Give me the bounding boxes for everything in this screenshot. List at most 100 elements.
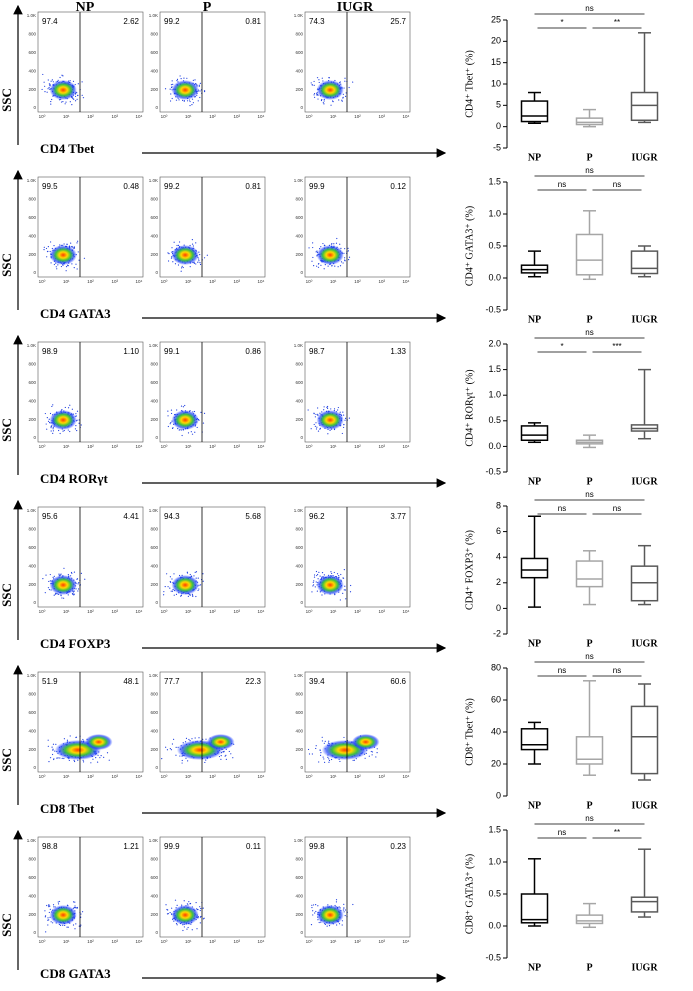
event-dot bbox=[339, 411, 341, 413]
event-dot bbox=[69, 101, 71, 103]
flow-x-tick: 10² bbox=[87, 444, 94, 449]
flow-x-tick: 10¹ bbox=[63, 609, 70, 614]
event-dot bbox=[73, 760, 76, 763]
event-dot bbox=[197, 909, 199, 911]
event-dot bbox=[75, 923, 77, 925]
quadrant-right: 2.62 bbox=[123, 17, 139, 26]
event-dot bbox=[52, 758, 55, 761]
event-dot bbox=[169, 100, 172, 102]
event-dot bbox=[331, 243, 333, 245]
y-tick-label: 60 bbox=[491, 694, 501, 704]
event-dot bbox=[66, 243, 68, 245]
event-dot bbox=[342, 592, 344, 594]
y-axis-label: SSC bbox=[0, 913, 14, 937]
quadrant-left: 99.1 bbox=[164, 347, 180, 356]
event-dot bbox=[311, 753, 313, 755]
event-dot bbox=[51, 98, 53, 101]
event-dot bbox=[78, 419, 80, 421]
event-dot bbox=[81, 94, 83, 96]
flow-x-tick: 10¹ bbox=[63, 279, 70, 284]
quadrant-left: 99.8 bbox=[309, 842, 325, 851]
flow-x-tick: 10⁰ bbox=[306, 939, 313, 944]
event-dot bbox=[46, 904, 48, 907]
x-tick-label: NP bbox=[528, 638, 541, 649]
event-dot bbox=[199, 262, 201, 264]
event-dot bbox=[199, 922, 201, 924]
event-dot bbox=[47, 246, 49, 248]
y-tick-label: 2 bbox=[496, 577, 501, 587]
event-dot bbox=[67, 594, 69, 596]
flow-y-tick: 600 bbox=[28, 710, 36, 715]
flow-y-tick: 0 bbox=[155, 270, 158, 275]
event-dot bbox=[220, 754, 222, 757]
quadrant-right: 0.23 bbox=[390, 842, 406, 851]
flow-y-tick: 800 bbox=[150, 197, 158, 202]
density-core bbox=[49, 245, 77, 265]
quadrant-left: 51.9 bbox=[42, 677, 58, 686]
event-dot bbox=[328, 740, 330, 742]
event-dot bbox=[322, 242, 324, 245]
x-tick-label: IUGR bbox=[631, 962, 658, 973]
event-dot bbox=[55, 743, 57, 745]
event-dot bbox=[60, 573, 62, 575]
event-dot bbox=[186, 928, 188, 930]
flow-y-tick: 1.0K bbox=[149, 13, 158, 18]
event-dot bbox=[175, 923, 178, 925]
quadrant-right: 1.21 bbox=[123, 842, 139, 851]
flow-y-tick: 200 bbox=[150, 252, 158, 257]
event-dot bbox=[62, 430, 64, 432]
event-dot bbox=[168, 253, 170, 255]
event-dot bbox=[340, 261, 343, 263]
x-tick-label: P bbox=[586, 962, 592, 973]
event-dot bbox=[59, 244, 61, 246]
event-dot bbox=[313, 580, 315, 582]
event-dot bbox=[311, 260, 313, 262]
flow-x-tick: 10² bbox=[87, 114, 94, 119]
event-dot bbox=[52, 432, 54, 434]
event-dot bbox=[49, 905, 51, 907]
event-dot bbox=[43, 246, 45, 248]
event-dot bbox=[343, 257, 346, 259]
event-dot bbox=[83, 257, 86, 259]
quadrant-left: 94.3 bbox=[164, 512, 180, 521]
event-dot bbox=[343, 911, 345, 913]
flow-y-tick: 200 bbox=[295, 87, 303, 92]
event-dot bbox=[171, 97, 173, 100]
event-dot bbox=[42, 578, 44, 580]
event-dot bbox=[175, 754, 177, 756]
event-dot bbox=[189, 594, 191, 596]
flow-y-tick: 400 bbox=[295, 728, 303, 733]
event-dot bbox=[202, 738, 204, 740]
flow-x-tick: 10¹ bbox=[185, 279, 192, 284]
event-dot bbox=[62, 100, 64, 103]
event-dot bbox=[74, 905, 76, 907]
event-dot bbox=[177, 244, 180, 246]
flow-x-tick: 10¹ bbox=[63, 774, 70, 779]
event-dot bbox=[43, 249, 45, 251]
event-dot bbox=[72, 593, 74, 595]
event-dot bbox=[330, 408, 332, 410]
event-dot bbox=[41, 88, 43, 91]
event-dot bbox=[195, 571, 198, 573]
flow-y-tick: 400 bbox=[28, 398, 36, 403]
event-dot bbox=[318, 81, 320, 84]
flow-x-tick: 10² bbox=[209, 939, 216, 944]
event-dot bbox=[170, 257, 173, 259]
flow-x-tick: 10¹ bbox=[330, 444, 337, 449]
event-dot bbox=[320, 264, 322, 266]
density-core bbox=[171, 905, 199, 925]
event-dot bbox=[312, 242, 314, 244]
flow-y-tick: 800 bbox=[150, 857, 158, 862]
event-dot bbox=[71, 572, 73, 574]
flow-y-tick: 600 bbox=[28, 545, 36, 550]
flow-x-tick: 10³ bbox=[233, 774, 240, 779]
event-dot bbox=[164, 88, 167, 90]
flow-y-tick: 0 bbox=[155, 930, 158, 935]
event-dot bbox=[171, 427, 174, 430]
event-dot bbox=[218, 755, 221, 758]
flow-x-tick: 10⁰ bbox=[161, 609, 168, 614]
event-dot bbox=[202, 580, 204, 582]
event-dot bbox=[186, 77, 188, 79]
event-dot bbox=[344, 77, 346, 79]
event-dot bbox=[63, 243, 65, 245]
